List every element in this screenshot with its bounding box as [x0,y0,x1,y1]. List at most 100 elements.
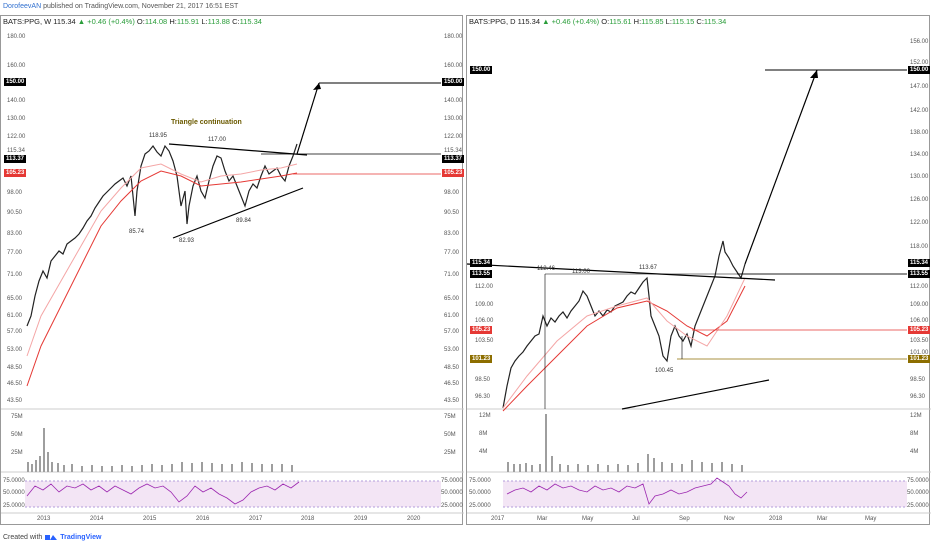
right-axis-147: 147.00 [910,84,929,90]
left-laxis-115: 115.34 [7,148,25,154]
right-axis-103: 103.50 [910,338,929,344]
left-axis-53: 53.00 [444,347,460,353]
left-symbol: BATS:PPG, W [3,17,52,26]
right-vol-4-r: 4M [910,449,919,455]
right-l-label: L: [665,17,672,26]
left-high: 115.91 [176,17,200,26]
right-axis-142: 142.00 [910,108,929,114]
left-laxis-77: 77.00 [7,250,23,256]
right-label-115: 115.34 [470,259,493,267]
right-x-may: May [582,516,594,522]
left-x-2015: 2015 [143,516,157,522]
left-axis-98: 98.00 [444,190,460,196]
author-link[interactable]: DorofeevAN [3,3,42,10]
right-vol-8-r: 8M [910,431,919,437]
left-open: 114.08 [144,17,168,26]
right-vol-12-r: 12M [910,413,922,419]
left-laxis-43: 43.50 [7,398,23,404]
right-vol-12: 12M [479,413,491,419]
right-rsi-25: 25.0000 [469,503,491,509]
left-axis-65: 65.00 [444,296,460,302]
right-x-jul: Jul [632,516,640,522]
r-point-label-100: 100.45 [655,368,674,374]
left-rsi-75-r: 75.0000 [441,478,463,484]
left-laxis-90: 90.50 [7,210,23,216]
right-rsi-50-r: 50.0000 [907,490,929,496]
left-label-150-right: 150.00 [442,78,465,86]
right-vol-4: 4M [479,449,488,455]
footer-brand[interactable]: TradingView [60,534,102,541]
right-x-2017: 2017 [491,516,505,522]
footer-created: Created with [3,534,43,541]
right-axis-98: 98.50 [910,377,926,383]
left-laxis-180: 180.00 [7,34,26,40]
right-label-101: 101.23 [470,355,493,363]
left-x-2020: 2020 [407,516,421,522]
right-laxis-98: 98.50 [475,377,491,383]
left-laxis-140: 140.00 [7,98,26,104]
right-axis-101: 101.00 [910,350,929,356]
r-point-label-112: 112.46 [537,266,555,272]
right-low: 115.15 [671,17,695,26]
left-laxis-65: 65.00 [7,296,23,302]
right-c-label: C: [696,17,704,26]
point-label-85: 85.74 [129,229,145,235]
right-label-101-right: 101.23 [908,355,931,363]
left-axis-77: 77.00 [444,250,460,256]
left-label-150: 150.00 [4,78,27,86]
left-axis-180: 180.00 [444,34,463,40]
left-x-2013: 2013 [37,516,51,522]
left-vol-50-r: 50M [444,432,456,438]
left-axis-43: 43.50 [444,398,460,404]
right-axis-112: 112.00 [910,284,928,290]
left-label-113: 113.37 [4,155,27,163]
right-rsi-25-r: 25.0000 [907,503,929,509]
left-price: 115.34 [53,17,76,26]
left-laxis-122: 122.00 [7,134,26,140]
left-x-2016: 2016 [196,516,210,522]
left-x-2014: 2014 [90,516,104,522]
left-label-105-right: 105.23 [442,169,465,177]
left-h-label: H: [169,17,177,26]
right-laxis-106: 106.00 [475,318,494,324]
left-x-2017: 2017 [249,516,263,522]
left-axis-160: 160.00 [444,63,463,69]
right-chart-panel[interactable]: BATS:PPG, D 115.34 ▲ +0.46 (+0.4%) O:115… [466,15,931,525]
right-label-150-right: 150.00 [908,66,931,74]
left-chart-title: BATS:PPG, W 115.34 ▲ +0.46 (+0.4%) O:114… [3,17,262,26]
footer: Created with TradingView [3,533,101,542]
right-axis-130: 130.00 [910,174,929,180]
left-laxis-61: 61.00 [7,313,23,319]
right-laxis-112: 112.00 [475,284,493,290]
right-x-mar2: Mar [817,516,828,522]
right-label-105-right: 105.23 [908,326,931,334]
left-laxis-83: 83.00 [7,231,23,237]
left-label-113-right: 113.37 [442,155,465,163]
right-chart-svg [467,69,931,514]
left-chart-panel[interactable]: BATS:PPG, W 115.34 ▲ +0.46 (+0.4%) O:114… [0,15,465,525]
point-label-117: 117.00 [208,137,226,143]
right-x-sep: Sep [679,516,690,522]
right-rsi-50: 50.0000 [469,490,491,496]
left-laxis-71: 71.00 [7,272,23,278]
left-x-2018: 2018 [301,516,315,522]
left-c-label: C: [232,17,240,26]
left-laxis-160: 160.00 [7,63,26,69]
right-axis-106: 106.00 [910,318,929,324]
left-axis-61: 61.00 [444,313,460,319]
left-axis-57: 57.00 [444,329,460,335]
left-rsi-50-r: 50.0000 [441,490,463,496]
right-x-may2: May [865,516,877,522]
right-label-115-right: 115.34 [908,259,931,267]
left-x-2019: 2019 [354,516,368,522]
right-axis-134: 134.00 [910,152,929,158]
right-open: 115.61 [609,17,632,26]
right-x-nov: Nov [724,516,735,522]
right-vol-8: 8M [479,431,488,437]
left-laxis-53: 53.00 [7,347,23,353]
right-axis-122: 122.00 [910,220,929,226]
right-axis-126: 126.00 [910,197,929,203]
left-axis-46: 46.50 [444,381,460,387]
left-axis-122: 122.00 [444,134,463,140]
left-rsi-25-r: 25.0000 [441,503,463,509]
